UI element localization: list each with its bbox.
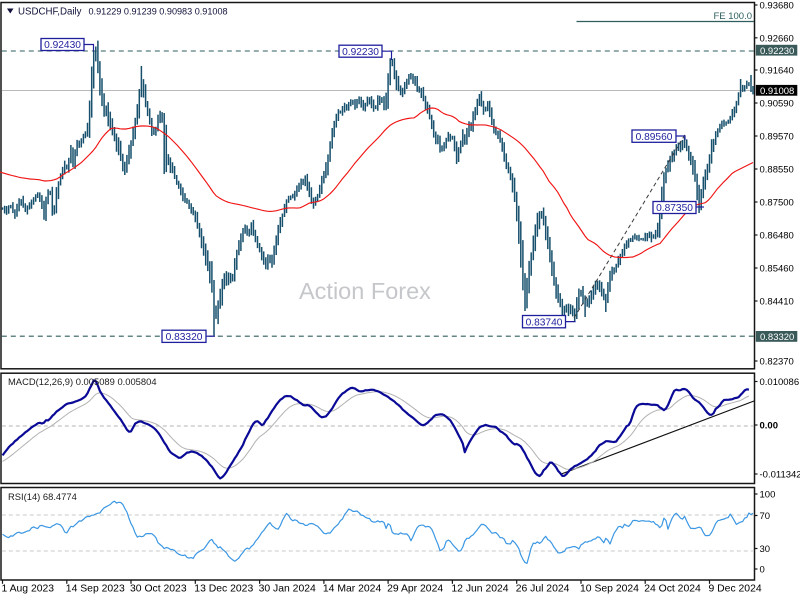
svg-text:1 Aug 2023: 1 Aug 2023 [2, 584, 55, 595]
svg-text:0.92430: 0.92430 [44, 40, 81, 51]
svg-text:0.89570: 0.89570 [760, 132, 794, 143]
svg-text:0.00: 0.00 [760, 421, 779, 432]
svg-text:0.83320: 0.83320 [166, 332, 203, 343]
svg-text:14 Sep 2023: 14 Sep 2023 [66, 584, 125, 595]
svg-text:0.93680: 0.93680 [760, 1, 794, 12]
svg-text:FE 100.0: FE 100.0 [713, 11, 752, 22]
svg-text:30 Oct 2023: 30 Oct 2023 [130, 584, 187, 595]
svg-text:70: 70 [760, 511, 771, 522]
svg-text:0: 0 [760, 565, 765, 576]
svg-text:0.010086: 0.010086 [760, 377, 800, 388]
svg-text:0.89560: 0.89560 [636, 132, 673, 143]
svg-text:0.91640: 0.91640 [760, 66, 794, 77]
svg-text:0.83320: 0.83320 [760, 332, 794, 343]
svg-text:0.82370: 0.82370 [760, 357, 794, 368]
svg-text:9 Dec 2024: 9 Dec 2024 [709, 584, 762, 595]
svg-text:Action Forex: Action Forex [299, 278, 431, 304]
svg-text:0.92660: 0.92660 [760, 33, 794, 44]
svg-text:MACD(12,26,9) 0.005089 0.00580: MACD(12,26,9) 0.005089 0.005804 [8, 376, 157, 387]
svg-text:26 Jul 2024: 26 Jul 2024 [516, 584, 570, 595]
svg-text:0.87500: 0.87500 [760, 198, 794, 209]
svg-text:0.91008: 0.91008 [760, 86, 794, 97]
svg-text:13 Dec 2023: 13 Dec 2023 [194, 584, 253, 595]
svg-text:0.87350: 0.87350 [656, 203, 693, 214]
svg-text:100: 100 [760, 490, 776, 501]
svg-text:0.86480: 0.86480 [760, 231, 794, 242]
svg-text:14 Mar 2024: 14 Mar 2024 [323, 584, 382, 595]
svg-text:0.85460: 0.85460 [760, 264, 794, 275]
svg-text:24 Oct 2024: 24 Oct 2024 [644, 584, 701, 595]
svg-text:10 Sep 2024: 10 Sep 2024 [580, 584, 639, 595]
svg-text:0.91229 0.91239 0.90983 0.9100: 0.91229 0.91239 0.90983 0.91008 [89, 7, 228, 17]
svg-text:12 Jun 2024: 12 Jun 2024 [451, 584, 508, 595]
svg-text:RSI(14) 68.4774: RSI(14) 68.4774 [8, 491, 77, 502]
svg-text:0.90590: 0.90590 [760, 99, 794, 110]
svg-text:29 Apr 2024: 29 Apr 2024 [387, 584, 443, 595]
svg-text:USDCHF,Daily: USDCHF,Daily [18, 7, 82, 18]
svg-text:0.84410: 0.84410 [760, 297, 794, 308]
svg-text:0.83740: 0.83740 [526, 317, 563, 328]
svg-text:0.92230: 0.92230 [342, 47, 379, 58]
svg-text:30: 30 [760, 544, 771, 555]
svg-text:0.92230: 0.92230 [760, 46, 794, 57]
svg-text:-0.011342: -0.011342 [760, 470, 800, 481]
svg-text:30 Jan 2024: 30 Jan 2024 [259, 584, 316, 595]
svg-text:0.88550: 0.88550 [760, 165, 794, 176]
